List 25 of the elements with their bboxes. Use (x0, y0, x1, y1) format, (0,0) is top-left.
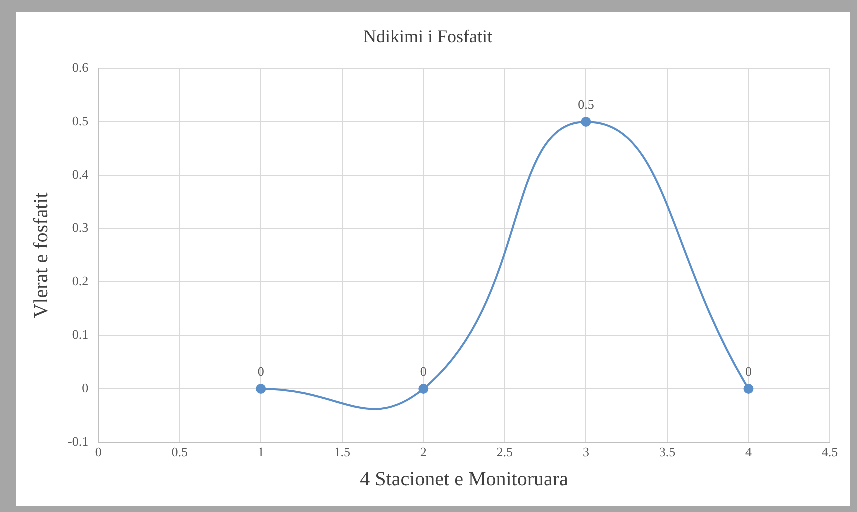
y-tick-label: 0.4 (72, 166, 90, 182)
x-tick-label: 0 (95, 444, 102, 460)
data-label: 0 (745, 364, 752, 379)
y-tick-label: 0.2 (72, 274, 89, 289)
y-tick-label: 0.5 (72, 113, 89, 128)
x-tick-label: 3 (582, 444, 590, 460)
y-tick-label: 0.6 (72, 60, 90, 76)
y-axis-title: Vlerat e fosfatit (30, 192, 52, 318)
data-label: 0.5 (578, 96, 594, 112)
x-axis-title: 4 Stacionet e Monitoruara (360, 468, 569, 490)
x-tick-label: 2 (420, 444, 427, 460)
y-tick-label: 0 (82, 380, 89, 396)
x-tick-label: 2.5 (496, 444, 514, 460)
x-tick-label: 4.5 (822, 444, 838, 460)
y-tick-label: 0.1 (72, 327, 89, 342)
x-tick-label: 1.5 (334, 444, 351, 460)
y-tick-label: -0.1 (68, 434, 89, 449)
data-label: 0 (258, 364, 264, 379)
x-tick-label: 1 (258, 444, 264, 460)
data-label: 0 (420, 364, 427, 379)
x-tick-label: 3.5 (659, 444, 676, 460)
y-tick-label: 0.3 (72, 220, 89, 236)
x-tick-label: 4 (745, 444, 752, 460)
chart-title: Ndikimi i Fosfatit (363, 26, 493, 47)
x-tick-label: 0.5 (172, 444, 188, 460)
